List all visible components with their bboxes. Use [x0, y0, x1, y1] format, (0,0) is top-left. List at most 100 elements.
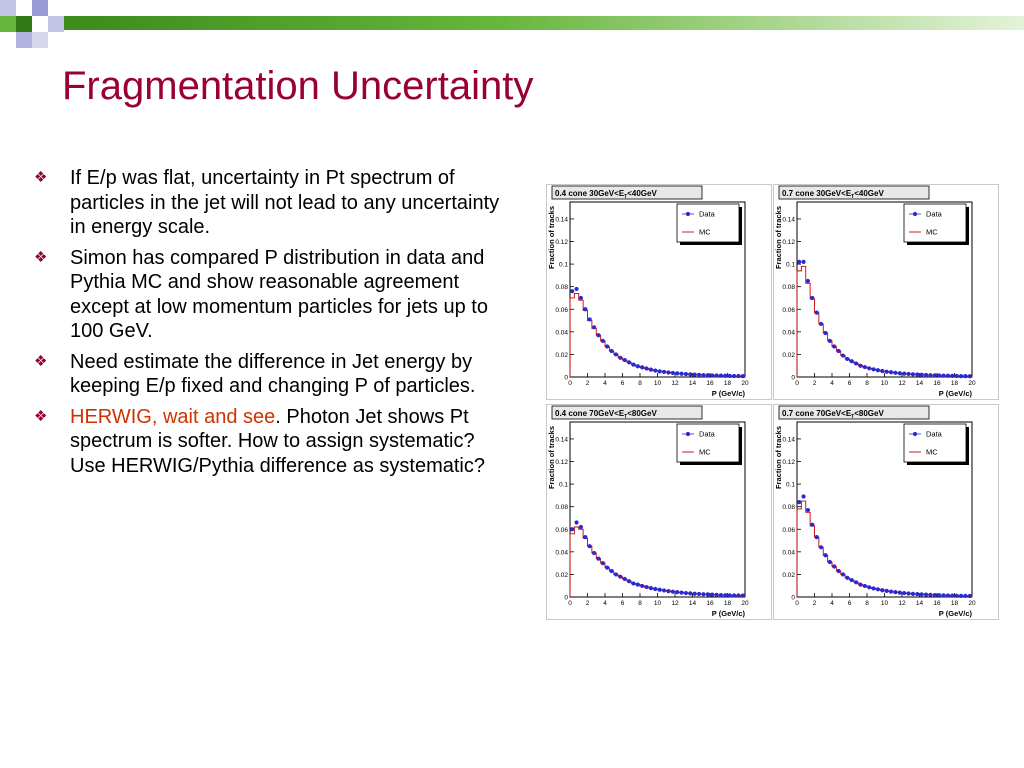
data-point	[679, 590, 684, 595]
data-point	[818, 545, 824, 550]
data-point	[963, 373, 968, 379]
header-gradient-bar	[60, 16, 1024, 30]
y-axis-label: Fraction of tracks	[547, 206, 556, 269]
x-axis-label: P (GeV/c)	[712, 389, 746, 398]
data-point	[583, 307, 588, 312]
data-point	[958, 373, 964, 379]
deco-square	[16, 0, 32, 16]
legend-data-marker	[685, 211, 691, 217]
data-point	[718, 373, 724, 378]
data-point	[591, 325, 597, 330]
plot-title: 0.7 cone 70GeV<ET<80GeV	[782, 409, 884, 420]
data-point	[915, 372, 920, 377]
data-point	[670, 370, 675, 376]
data-point	[871, 586, 876, 591]
data-point	[805, 507, 811, 513]
data-point	[718, 592, 724, 598]
data-point	[622, 576, 627, 582]
plot-svg: 0 0.02 0.04 0.06 0.08 0.1 0.12 0.14 0 2 4 6 8 10 12 14 1…	[546, 404, 772, 620]
data-point	[849, 577, 854, 583]
data-point	[631, 581, 636, 586]
data-point	[840, 572, 846, 577]
x-tick-label: 20	[741, 600, 749, 607]
legend-box	[676, 203, 740, 243]
deco-square	[48, 0, 64, 16]
y-tick-label: 0.06	[782, 307, 795, 314]
data-point	[932, 373, 937, 378]
data-point	[888, 589, 894, 594]
data-point	[867, 366, 872, 371]
data-point	[915, 591, 920, 597]
x-tick-label: 20	[741, 380, 749, 387]
data-point	[849, 359, 854, 364]
data-point	[635, 364, 640, 369]
x-tick-label: 0	[795, 380, 799, 387]
data-point	[928, 373, 933, 378]
data-point	[679, 371, 684, 376]
data-point	[596, 556, 601, 561]
data-point	[937, 373, 942, 378]
x-tick-label: 6	[848, 380, 852, 387]
deco-square	[0, 0, 16, 16]
y-tick-label: 0.02	[555, 572, 568, 579]
y-tick-label: 0.04	[555, 329, 568, 336]
y-tick-label: 0.08	[555, 504, 568, 511]
data-point	[731, 373, 737, 379]
data-point	[605, 565, 610, 570]
y-tick-label: 0.02	[782, 352, 795, 359]
data-point	[710, 373, 715, 378]
legend-data-marker	[912, 431, 918, 437]
data-point	[714, 592, 719, 597]
data-point	[653, 586, 658, 592]
x-tick-label: 4	[603, 380, 607, 387]
x-tick-label: 4	[830, 380, 834, 387]
data-point	[727, 373, 732, 378]
data-point	[696, 372, 702, 377]
x-tick-label: 16	[933, 600, 941, 607]
x-tick-label: 0	[568, 380, 572, 387]
data-point	[954, 593, 959, 598]
data-point	[906, 591, 911, 596]
y-tick-label: 0.02	[555, 352, 568, 359]
data-point	[928, 592, 933, 597]
legend-label-mc: MC	[699, 228, 711, 237]
data-point	[923, 372, 929, 378]
y-tick-label: 0.1	[559, 482, 568, 489]
data-point	[723, 373, 728, 378]
y-tick-label: 0.06	[782, 527, 795, 534]
plot-2: 0 0.02 0.04 0.06 0.08 0.1 0.12 0.14 0 2 4 6 8 10 12 14 1…	[773, 184, 999, 400]
data-point	[805, 278, 811, 284]
data-point	[618, 355, 623, 360]
data-point	[832, 564, 837, 569]
data-point	[570, 289, 575, 294]
data-point	[923, 592, 929, 597]
data-point	[596, 333, 601, 338]
data-point	[867, 585, 872, 590]
data-point	[666, 589, 671, 594]
legend-label-mc: MC	[926, 228, 938, 237]
header-decoration	[0, 0, 1024, 48]
x-tick-label: 14	[916, 600, 924, 607]
y-tick-label: 0.08	[782, 284, 795, 291]
deco-square	[16, 16, 32, 32]
legend-label-mc: MC	[699, 448, 711, 457]
deco-square	[0, 32, 16, 48]
y-tick-label: 0.04	[555, 549, 568, 556]
y-tick-label: 0.1	[559, 262, 568, 269]
data-point	[657, 369, 662, 374]
y-tick-label: 0.06	[555, 527, 568, 534]
x-tick-label: 18	[724, 380, 732, 387]
x-tick-label: 18	[724, 600, 732, 607]
deco-square	[32, 32, 48, 48]
data-point	[906, 371, 911, 377]
plot-svg: 0 0.02 0.04 0.06 0.08 0.1 0.12 0.14 0 2 4 6 8 10 12 14 1…	[773, 404, 999, 620]
data-point	[578, 524, 584, 530]
y-tick-label: 0.12	[555, 239, 568, 246]
data-point	[884, 588, 889, 594]
deco-square	[48, 16, 64, 32]
y-axis-label: Fraction of tracks	[774, 426, 783, 489]
bullet-item: ❖ If E/p was flat, uncertainty in Pt spec…	[34, 166, 504, 240]
x-tick-label: 12	[898, 380, 906, 387]
data-point	[605, 344, 610, 349]
x-tick-label: 18	[951, 600, 959, 607]
